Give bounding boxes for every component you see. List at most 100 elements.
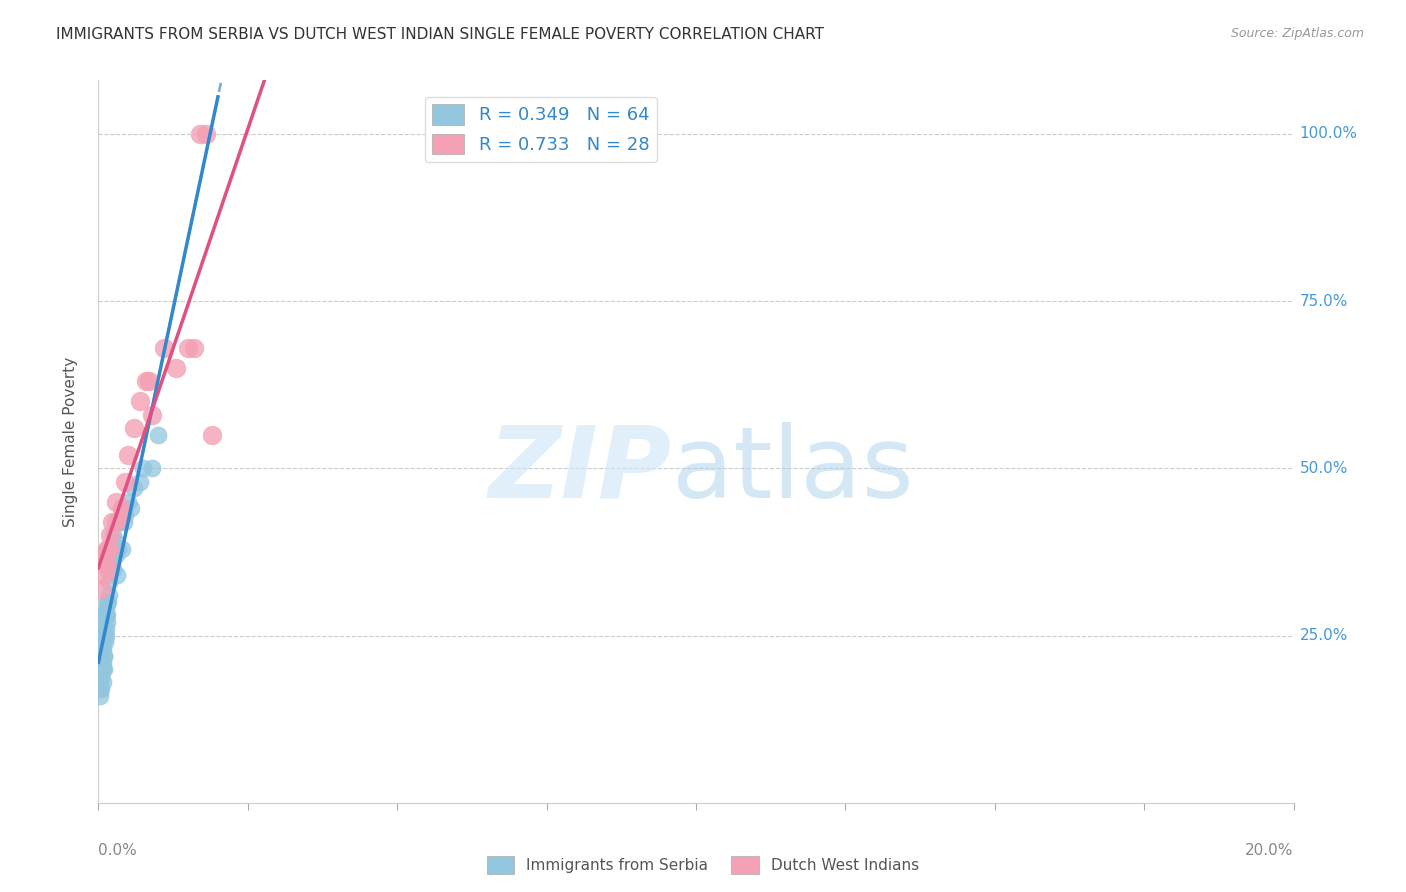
Point [90, 655, 112, 669]
Point [96, 608, 118, 623]
Point [90, 582, 112, 596]
Point [105, 534, 128, 549]
Point [111, 508, 134, 523]
Point [89, 648, 111, 663]
Point [91, 642, 114, 657]
Point [89, 689, 111, 703]
Point [96, 541, 118, 556]
Point [111, 501, 134, 516]
Point [89, 675, 111, 690]
Point [148, 427, 170, 442]
Point [105, 494, 128, 508]
Point [89, 655, 111, 669]
Point [91, 548, 114, 563]
Point [100, 515, 122, 529]
Point [89, 642, 111, 657]
Point [141, 461, 163, 475]
Point [91, 642, 114, 657]
Point [90, 669, 112, 683]
Point [93, 628, 115, 642]
Point [93, 662, 115, 676]
Point [93, 608, 115, 623]
Point [91, 555, 114, 569]
Point [132, 461, 155, 475]
Text: 25.0%: 25.0% [1299, 628, 1348, 643]
Point [120, 501, 142, 516]
Point [93, 648, 115, 663]
Point [105, 568, 128, 582]
Point [100, 555, 122, 569]
Text: 75.0%: 75.0% [1299, 293, 1348, 309]
Point [107, 541, 129, 556]
Point [89, 669, 111, 683]
Text: 50.0%: 50.0% [1299, 461, 1348, 475]
Point [105, 548, 128, 563]
Point [94, 602, 117, 616]
Point [105, 515, 128, 529]
Point [114, 508, 136, 523]
Text: ZIP: ZIP [489, 422, 672, 519]
Point [138, 375, 160, 389]
Point [93, 648, 115, 663]
Point [91, 635, 114, 649]
Point [97, 589, 120, 603]
Point [90, 669, 112, 683]
Point [96, 628, 118, 642]
Point [97, 595, 120, 609]
Point [98, 575, 121, 590]
Point [135, 375, 157, 389]
Point [103, 528, 125, 542]
Point [124, 482, 146, 496]
Point [91, 622, 114, 636]
Point [98, 562, 122, 576]
Point [124, 421, 146, 435]
Point [107, 515, 129, 529]
Point [91, 662, 114, 676]
Point [108, 515, 131, 529]
Point [94, 635, 117, 649]
Text: 20.0%: 20.0% [1246, 843, 1294, 857]
Point [117, 494, 139, 508]
Point [177, 341, 200, 355]
Text: 100.0%: 100.0% [1299, 127, 1358, 141]
Point [129, 394, 152, 409]
Point [101, 548, 124, 563]
Point [165, 361, 187, 376]
Point [93, 628, 115, 642]
Point [114, 475, 136, 489]
Point [91, 662, 114, 676]
Point [87, 662, 110, 676]
Point [98, 528, 122, 542]
Point [89, 662, 111, 676]
Point [98, 541, 121, 556]
Point [89, 681, 111, 696]
Point [87, 648, 110, 663]
Point [91, 655, 114, 669]
Point [96, 608, 118, 623]
Text: atlas: atlas [672, 422, 914, 519]
Point [97, 562, 120, 576]
Text: 0.0%: 0.0% [98, 843, 138, 857]
Point [96, 595, 118, 609]
Point [90, 648, 112, 663]
Point [90, 681, 112, 696]
Point [129, 475, 152, 489]
Legend: Immigrants from Serbia, Dutch West Indians: Immigrants from Serbia, Dutch West India… [481, 850, 925, 880]
Point [91, 675, 114, 690]
Point [94, 548, 117, 563]
Point [87, 675, 110, 690]
Point [201, 427, 224, 442]
Point [90, 628, 112, 642]
Point [153, 341, 176, 355]
Point [117, 448, 139, 462]
Point [101, 562, 124, 576]
Legend: R = 0.349   N = 64, R = 0.733   N = 28: R = 0.349 N = 64, R = 0.733 N = 28 [425, 96, 657, 161]
Point [98, 541, 122, 556]
Point [96, 615, 118, 630]
Point [188, 127, 211, 141]
Point [141, 408, 163, 422]
Point [195, 127, 218, 141]
Point [94, 622, 117, 636]
Text: Source: ZipAtlas.com: Source: ZipAtlas.com [1230, 27, 1364, 40]
Point [93, 568, 115, 582]
